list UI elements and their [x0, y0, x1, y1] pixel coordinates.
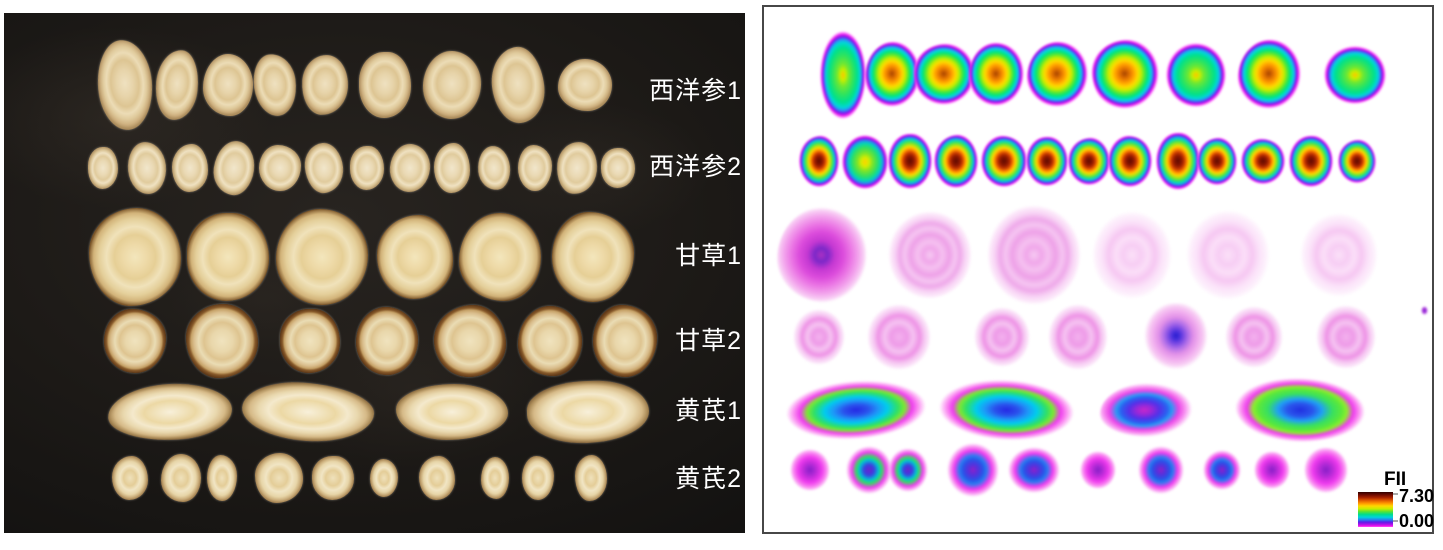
- legend-min-value: 0.00: [1399, 511, 1435, 531]
- row-label-xiyangshen1: 西洋参1: [649, 77, 742, 105]
- row-label-xiyangshen2: 西洋参2: [649, 153, 742, 181]
- legend-tick-max: [1393, 493, 1398, 495]
- legend-tick-min: [1393, 520, 1398, 522]
- row-label-gancao1: 甘草1: [675, 242, 742, 270]
- fii-heatmap-panel: [762, 5, 1434, 534]
- legend-max-value: 7.30: [1399, 486, 1435, 506]
- row-label-huangqi1: 黄芪1: [675, 397, 742, 425]
- color-scale-bar: [1358, 492, 1393, 527]
- legend-title: FII: [1384, 469, 1407, 490]
- row-label-huangqi2: 黄芪2: [675, 465, 742, 493]
- row-label-gancao2: 甘草2: [675, 327, 742, 355]
